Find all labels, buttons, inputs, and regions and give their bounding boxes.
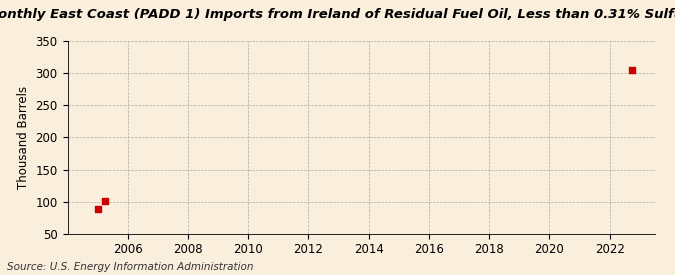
Text: Source: U.S. Energy Information Administration: Source: U.S. Energy Information Administ…: [7, 262, 253, 272]
Y-axis label: Thousand Barrels: Thousand Barrels: [17, 86, 30, 189]
Point: [92, 207, 103, 211]
Point: [100, 199, 111, 203]
Point: [627, 68, 638, 72]
Text: Monthly East Coast (PADD 1) Imports from Ireland of Residual Fuel Oil, Less than: Monthly East Coast (PADD 1) Imports from…: [0, 8, 675, 21]
